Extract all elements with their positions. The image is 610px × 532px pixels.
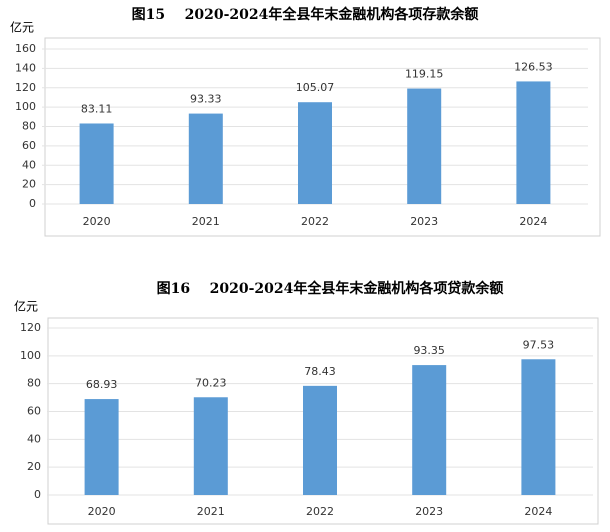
x-tick-label: 2024 bbox=[524, 505, 552, 518]
y-tick-label: 100 bbox=[20, 349, 41, 362]
y-tick-label: 0 bbox=[34, 488, 41, 501]
y-tick-label: 20 bbox=[27, 460, 41, 473]
data-label: 97.53 bbox=[523, 338, 555, 351]
data-label: 126.53 bbox=[514, 60, 553, 73]
y-tick-label: 60 bbox=[27, 405, 41, 418]
data-label: 93.35 bbox=[413, 344, 445, 357]
bar bbox=[521, 359, 556, 495]
y-tick-label: 80 bbox=[22, 120, 36, 133]
data-label: 83.11 bbox=[81, 102, 113, 115]
y-tick-label: 40 bbox=[27, 432, 41, 445]
bar bbox=[407, 88, 442, 204]
chart-title: 图16 2020-2024年全县年末金融机构各项贷款余额 bbox=[157, 280, 504, 297]
y-tick-label: 60 bbox=[22, 139, 36, 152]
data-label: 70.23 bbox=[195, 376, 227, 389]
y-axis-unit: 亿元 bbox=[10, 20, 34, 35]
data-label: 119.15 bbox=[405, 68, 444, 81]
bar bbox=[193, 397, 228, 495]
y-tick-label: 40 bbox=[22, 158, 36, 171]
y-tick-label: 120 bbox=[15, 81, 36, 94]
x-tick-label: 2023 bbox=[415, 505, 443, 518]
y-tick-label: 0 bbox=[29, 197, 36, 210]
y-tick-label: 120 bbox=[20, 321, 41, 334]
bar bbox=[188, 113, 223, 204]
y-tick-label: 80 bbox=[27, 377, 41, 390]
data-label: 78.43 bbox=[304, 365, 336, 378]
data-label: 105.07 bbox=[296, 81, 335, 94]
x-tick-label: 2020 bbox=[83, 215, 111, 228]
chart-frame bbox=[44, 37, 601, 237]
chart-frame bbox=[47, 317, 599, 525]
x-tick-label: 2023 bbox=[410, 215, 438, 228]
bar bbox=[79, 123, 114, 204]
bar bbox=[303, 385, 337, 495]
x-tick-label: 2022 bbox=[301, 215, 329, 228]
x-tick-label: 2021 bbox=[192, 215, 220, 228]
data-label: 93.33 bbox=[190, 93, 222, 106]
bar bbox=[516, 81, 551, 204]
chart-title: 图15 2020-2024年全县年末金融机构各项存款余额 bbox=[132, 6, 479, 23]
x-tick-label: 2020 bbox=[88, 505, 116, 518]
data-label: 68.93 bbox=[86, 378, 118, 391]
x-tick-label: 2021 bbox=[197, 505, 225, 518]
y-tick-label: 20 bbox=[22, 178, 36, 191]
bar bbox=[84, 399, 119, 495]
bar bbox=[298, 102, 332, 204]
y-axis-unit: 亿元 bbox=[14, 299, 38, 314]
x-tick-label: 2022 bbox=[306, 505, 334, 518]
y-tick-label: 140 bbox=[15, 61, 36, 74]
y-tick-label: 100 bbox=[15, 100, 36, 113]
y-tick-label: 160 bbox=[15, 42, 36, 55]
bar bbox=[412, 365, 447, 495]
x-tick-label: 2024 bbox=[519, 215, 547, 228]
